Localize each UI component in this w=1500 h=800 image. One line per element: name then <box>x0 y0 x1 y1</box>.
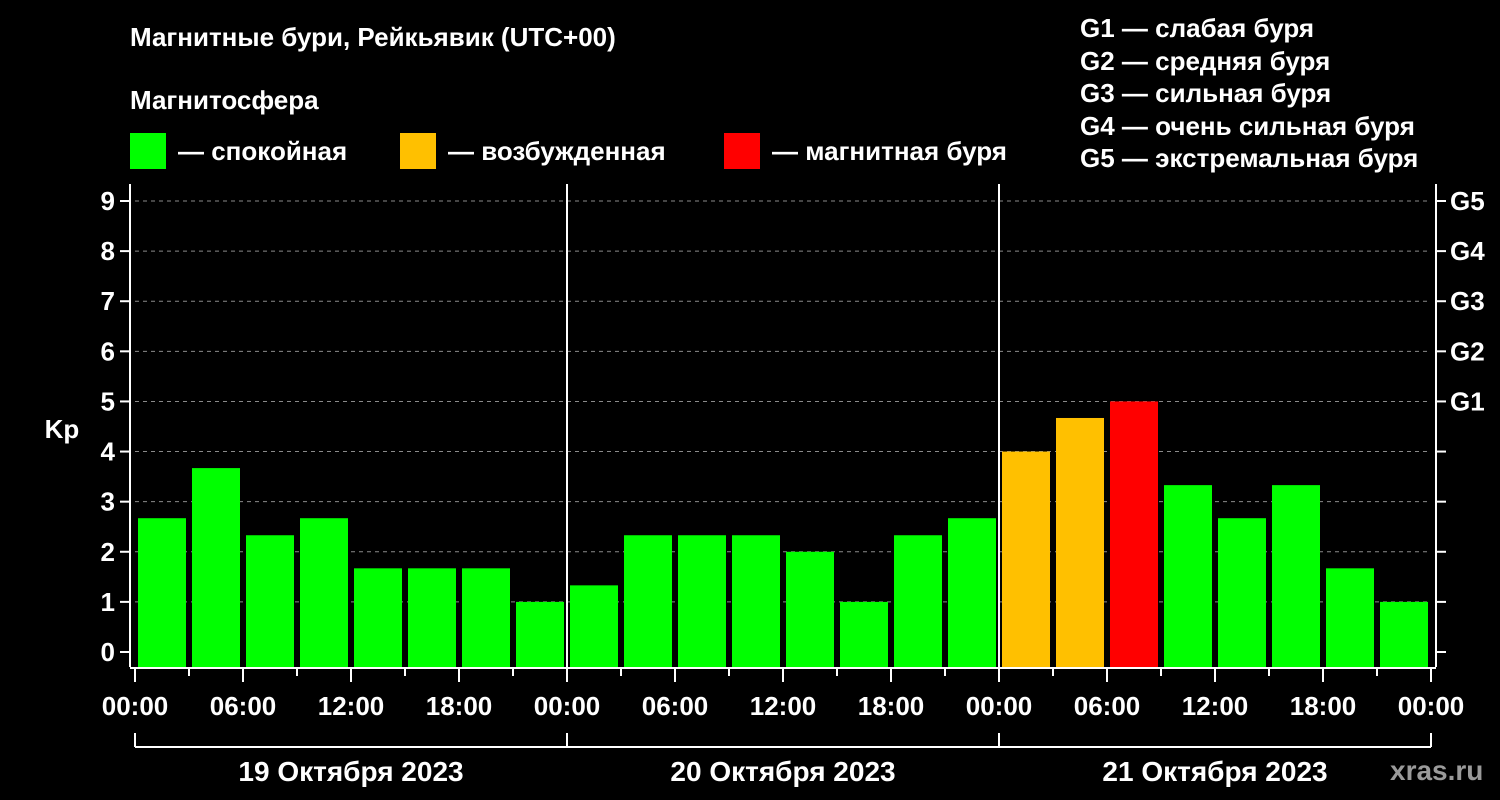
watermark: xras.ru <box>1390 755 1484 786</box>
legend-item-active: — возбужденная <box>400 133 666 169</box>
storm-scale-g3: G3 — сильная буря <box>1080 78 1332 108</box>
legend-swatch-storm <box>724 133 760 169</box>
x-tick-label: 18:00 <box>1290 691 1357 721</box>
kp-bar <box>246 535 294 667</box>
y-tick-label: 5 <box>101 386 115 416</box>
kp-bar <box>462 568 510 667</box>
day-label: 20 Октября 2023 <box>670 756 895 787</box>
x-tick-label: 12:00 <box>318 691 385 721</box>
chart-title: Магнитные бури, Рейкьявик (UTC+00) <box>130 22 616 52</box>
y-axis-label: Kp <box>45 414 80 444</box>
y-tick-label: 8 <box>101 236 115 266</box>
x-tick-label: 06:00 <box>1074 691 1141 721</box>
right-tick-label: G5 <box>1450 186 1485 216</box>
kp-bar <box>138 518 186 667</box>
kp-bar <box>300 518 348 667</box>
legend-label-storm: — магнитная буря <box>772 135 1007 166</box>
kp-bar <box>948 518 996 667</box>
y-tick-label: 9 <box>101 186 115 216</box>
storm-scale-g1: G1 — слабая буря <box>1080 13 1315 43</box>
x-tick-label: 18:00 <box>858 691 925 721</box>
x-tick-label: 12:00 <box>1182 691 1249 721</box>
y-tick-label: 2 <box>101 537 115 567</box>
x-tick-label: 18:00 <box>426 691 493 721</box>
legend-swatch-active <box>400 133 436 169</box>
kp-bar <box>1056 417 1104 667</box>
legend-label-active: — возбужденная <box>448 135 666 166</box>
kp-bar <box>1002 451 1050 667</box>
y-tick-label: 3 <box>101 487 115 517</box>
kp-bar <box>894 535 942 667</box>
right-tick-label: G2 <box>1450 336 1485 366</box>
storm-scale-g5: G5 — экстремальная буря <box>1080 143 1419 173</box>
kp-bar <box>1380 601 1428 667</box>
day-label: 21 Октября 2023 <box>1102 756 1327 787</box>
right-tick-label: G1 <box>1450 386 1485 416</box>
x-tick-label: 12:00 <box>750 691 817 721</box>
kp-bar <box>1164 485 1212 667</box>
storm-scale-g2: G2 — средняя буря <box>1080 45 1331 76</box>
legend-item-quiet: — спокойная <box>130 133 347 169</box>
legend-title: Магнитосфера <box>130 85 319 115</box>
x-tick-label: 00:00 <box>1398 691 1465 721</box>
legend-label-quiet: — спокойная <box>178 135 348 166</box>
storm-scale-g4: G4 — очень сильная буря <box>1080 110 1415 141</box>
y-tick-label: 0 <box>101 637 115 667</box>
x-tick-label: 00:00 <box>966 691 1033 721</box>
kp-bar <box>192 468 240 667</box>
y-tick-label: 1 <box>101 587 115 617</box>
kp-bar <box>516 601 564 667</box>
kp-bar <box>408 568 456 667</box>
y-tick-label: 4 <box>101 437 116 467</box>
kp-bar <box>1218 518 1266 667</box>
x-tick-label: 06:00 <box>642 691 709 721</box>
kp-bar <box>1110 401 1158 667</box>
kp-bar <box>1272 485 1320 667</box>
y-tick-label: 6 <box>101 336 115 366</box>
storm-scale-legend: G1 — слабая буря G2 — средняя буря G3 — … <box>1080 12 1418 175</box>
day-label: 19 Октября 2023 <box>238 756 463 787</box>
kp-bar <box>678 535 726 667</box>
kp-bar <box>732 535 780 667</box>
kp-bar <box>354 568 402 667</box>
right-tick-label: G4 <box>1450 236 1485 266</box>
y-tick-label: 7 <box>101 286 115 316</box>
kp-bar <box>840 601 888 667</box>
kp-bar <box>1326 568 1374 667</box>
x-tick-label: 00:00 <box>534 691 601 721</box>
legend-item-storm: — магнитная буря <box>724 133 1007 169</box>
kp-bar <box>624 535 672 667</box>
kp-bar <box>570 585 618 667</box>
x-tick-label: 06:00 <box>210 691 277 721</box>
legend-swatch-quiet <box>130 133 166 169</box>
right-tick-label: G3 <box>1450 286 1485 316</box>
x-tick-label: 00:00 <box>102 691 169 721</box>
kp-bar <box>786 551 834 667</box>
